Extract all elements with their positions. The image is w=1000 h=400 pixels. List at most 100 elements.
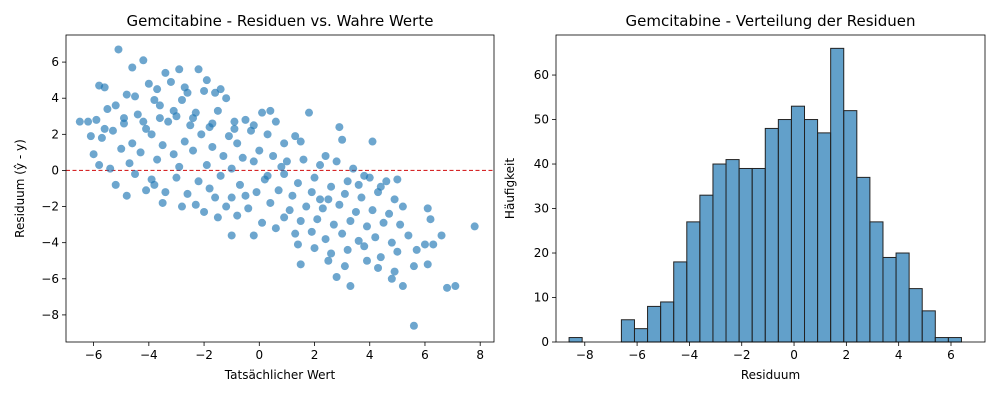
scatter-point xyxy=(227,231,236,240)
scatter-point xyxy=(208,142,217,151)
histogram-y-tick-label: 20 xyxy=(534,246,549,260)
scatter-point xyxy=(385,209,394,218)
histogram-x-tick-label: 2 xyxy=(843,348,851,362)
scatter-y-tick-label: 6 xyxy=(51,55,59,69)
scatter-point xyxy=(202,161,211,170)
scatter-point xyxy=(310,173,319,182)
scatter-point xyxy=(233,211,242,220)
histogram-bar xyxy=(764,127,779,343)
histogram-x-tick-label: −8 xyxy=(576,348,594,362)
scatter-point xyxy=(371,233,380,242)
scatter-point xyxy=(122,90,131,99)
scatter-point xyxy=(451,282,460,291)
scatter-point xyxy=(249,121,258,130)
scatter-point xyxy=(249,231,258,240)
histogram-bar xyxy=(790,105,806,343)
scatter-point xyxy=(189,146,198,155)
scatter-point xyxy=(208,119,217,128)
histogram-x-tick-label: −2 xyxy=(733,348,751,362)
scatter-point xyxy=(255,146,264,155)
scatter-point xyxy=(343,177,352,186)
scatter-point xyxy=(368,137,377,146)
histogram-bar xyxy=(647,305,662,343)
scatter-point xyxy=(340,262,349,271)
scatter-point xyxy=(169,106,178,115)
scatter-x-tick-label: 0 xyxy=(255,348,263,362)
scatter-point xyxy=(147,130,156,139)
scatter-point xyxy=(393,247,402,256)
scatter-y-tick-label: −8 xyxy=(41,308,59,322)
scatter-point xyxy=(155,114,164,123)
histogram-bar xyxy=(673,261,688,343)
scatter-point xyxy=(158,141,167,150)
scatter-plot: −6 −4 −2 0 2 4 6 8 −8 −6 −4 −2 0 2 4 6 Gemcitabine - Res… xyxy=(13,12,495,382)
scatter-point xyxy=(390,195,399,204)
histogram-bar xyxy=(856,176,871,343)
scatter-point xyxy=(296,260,305,269)
scatter-point xyxy=(227,164,236,173)
scatter-point xyxy=(150,96,159,105)
scatter-point xyxy=(293,240,302,249)
scatter-point xyxy=(304,108,313,117)
histogram-x-tick-label: 6 xyxy=(947,348,955,362)
scatter-point xyxy=(119,119,128,128)
scatter-point xyxy=(351,207,360,216)
scatter-point xyxy=(139,56,148,65)
scatter-point xyxy=(291,132,300,141)
scatter-y-tick-label: −2 xyxy=(41,200,59,214)
scatter-x-tick-label: 6 xyxy=(421,348,429,362)
scatter-point xyxy=(296,137,305,146)
scatter-point xyxy=(177,202,186,211)
scatter-point xyxy=(150,180,159,189)
scatter-point xyxy=(131,92,140,101)
histogram-x-tick-label: −6 xyxy=(628,348,646,362)
scatter-point xyxy=(241,115,250,124)
histogram-bar xyxy=(908,288,923,343)
scatter-point xyxy=(409,321,418,330)
scatter-point xyxy=(296,217,305,226)
scatter-point xyxy=(166,77,175,86)
scatter-point xyxy=(180,83,189,92)
scatter-point xyxy=(324,256,333,265)
scatter-point xyxy=(86,132,95,141)
histogram-bar xyxy=(686,221,701,343)
scatter-point xyxy=(335,123,344,132)
scatter-point xyxy=(258,218,267,227)
scatter-point xyxy=(277,162,286,171)
scatter-point xyxy=(230,124,239,133)
scatter-point xyxy=(216,85,225,94)
scatter-point xyxy=(354,180,363,189)
scatter-point xyxy=(114,45,123,54)
scatter-point xyxy=(307,188,316,197)
scatter-point xyxy=(360,242,369,251)
scatter-point xyxy=(211,193,220,202)
scatter-axes-frame xyxy=(65,34,495,343)
scatter-point xyxy=(379,218,388,227)
histogram-y-tick-label: 10 xyxy=(534,291,549,305)
scatter-point xyxy=(362,222,371,231)
histogram-axes-frame xyxy=(555,34,986,343)
scatter-point xyxy=(161,188,170,197)
scatter-point xyxy=(227,193,236,202)
histogram-bar xyxy=(934,337,949,343)
scatter-point xyxy=(258,108,267,117)
scatter-point xyxy=(280,139,289,148)
scatter-point xyxy=(288,191,297,200)
scatter-point xyxy=(128,139,137,148)
scatter-title: Gemcitabine - Residuen vs. Wahre Werte xyxy=(127,12,434,30)
scatter-point xyxy=(423,204,432,213)
scatter-point xyxy=(393,175,402,184)
scatter-point xyxy=(153,85,162,94)
histogram-bar xyxy=(869,221,884,343)
scatter-point xyxy=(139,117,148,126)
scatter-point xyxy=(169,150,178,159)
scatter-point xyxy=(346,282,355,291)
scatter-point xyxy=(316,195,325,204)
scatter-point xyxy=(189,114,198,123)
scatter-point xyxy=(390,267,399,276)
histogram-bar xyxy=(738,167,753,343)
scatter-point xyxy=(396,220,405,229)
scatter-point xyxy=(95,161,104,170)
